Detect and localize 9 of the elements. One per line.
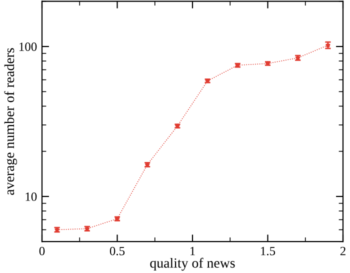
x-tick-label: 0.5 xyxy=(110,246,125,256)
x-tick-label: 2 xyxy=(340,246,346,256)
y-tick-label: 100 xyxy=(19,42,37,51)
y-axis-title: average number of readers xyxy=(4,48,17,195)
x-tick-label: 0 xyxy=(39,246,45,256)
y-tick-label: 10 xyxy=(26,192,37,201)
x-tick-label: 1.5 xyxy=(261,246,276,256)
x-tick-label: 1 xyxy=(190,246,195,256)
x-axis-title: quality of news xyxy=(150,258,235,271)
